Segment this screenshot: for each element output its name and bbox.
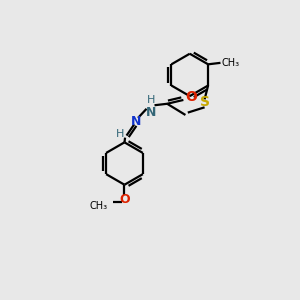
Text: S: S: [200, 95, 210, 109]
Text: O: O: [186, 90, 198, 104]
Text: O: O: [119, 193, 130, 206]
Text: H: H: [116, 129, 124, 139]
Text: CH₃: CH₃: [222, 58, 240, 68]
Text: H: H: [147, 95, 155, 105]
Text: CH₃: CH₃: [90, 201, 108, 211]
Text: N: N: [146, 106, 156, 119]
Text: N: N: [131, 115, 142, 128]
